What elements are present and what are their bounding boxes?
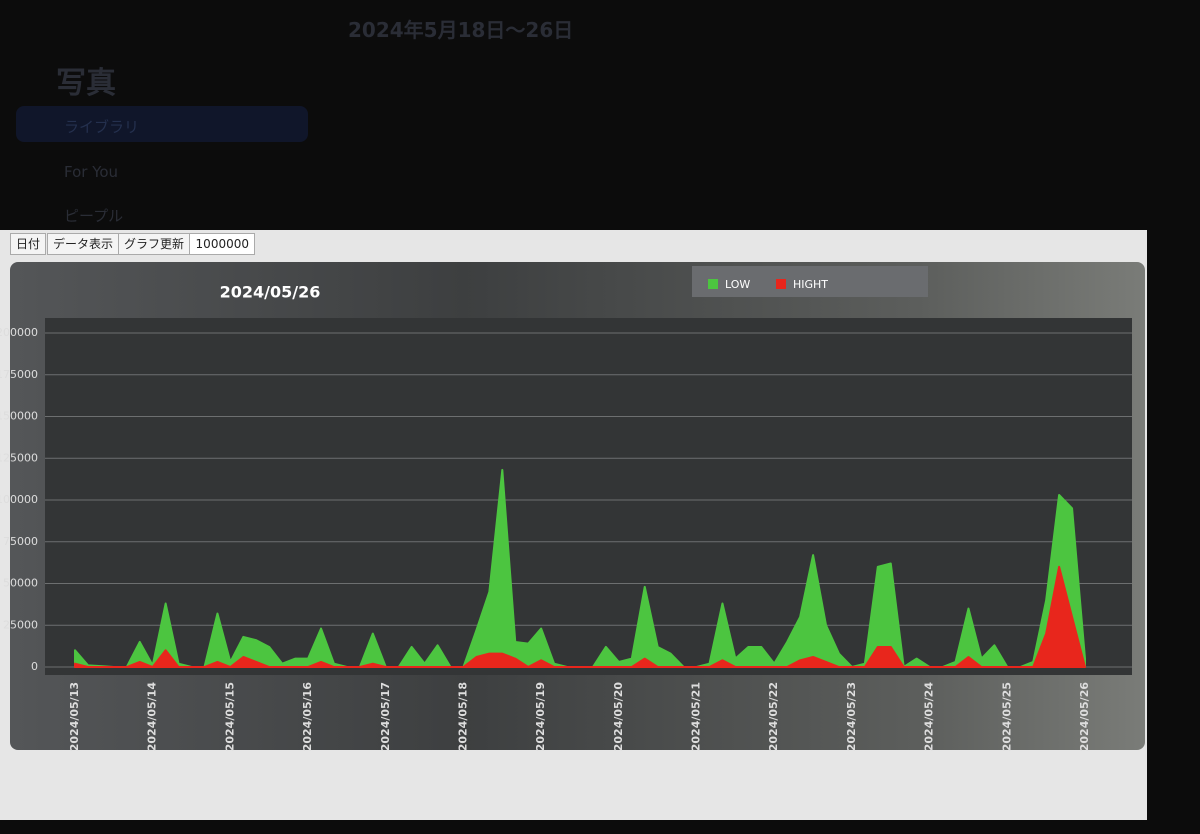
y-tick-label: 100000	[0, 493, 38, 506]
x-tick-label: 2024/05/22	[767, 682, 780, 751]
x-tick-label: 2024/05/16	[301, 682, 314, 752]
x-tick-label: 2024/05/20	[612, 682, 625, 752]
x-tick-label: 2024/05/18	[456, 682, 469, 751]
button[interactable]: データ表示	[47, 233, 120, 255]
y-tick-label: 50000	[3, 577, 38, 590]
y-tick-label: 175000	[0, 368, 38, 381]
sidebar-item[interactable]: ピープル	[64, 207, 124, 225]
button[interactable]: グラフ更新	[118, 233, 191, 255]
sidebar-item[interactable]: For You	[64, 163, 119, 181]
plot-area	[45, 318, 1132, 675]
sidebar-item[interactable]: ライブラリ	[64, 118, 140, 136]
x-tick-label: 2024/05/19	[534, 682, 547, 751]
x-tick-label: 2024/05/23	[845, 682, 858, 751]
button[interactable]: 日付	[10, 233, 47, 255]
x-tick-label: 2024/05/26	[1078, 682, 1091, 752]
legend-label: LOW	[725, 278, 750, 291]
sidebar-selection	[16, 106, 308, 142]
x-tick-label: 2024/05/24	[923, 682, 936, 752]
number-input[interactable]: 1000000	[189, 233, 255, 255]
x-tick-label: 2024/05/13	[68, 682, 81, 751]
legend-swatch	[708, 279, 718, 289]
y-tick-label: 25000	[3, 618, 38, 631]
app-title: 写真	[56, 66, 116, 101]
legend-label: HIGHT	[793, 278, 828, 291]
y-tick-label: 75000	[3, 535, 38, 548]
x-tick-label: 2024/05/17	[379, 682, 392, 751]
y-tick-label: 200000	[0, 326, 38, 339]
x-tick-label: 2024/05/14	[146, 682, 159, 752]
x-tick-label: 2024/05/15	[223, 682, 236, 751]
x-tick-label: 2024/05/21	[690, 682, 703, 751]
legend	[692, 266, 928, 297]
heading: 2024年5月18日～26日	[348, 18, 574, 42]
x-tick-label: 2024/05/25	[1000, 682, 1013, 751]
y-tick-label: 0	[31, 660, 38, 673]
area	[74, 565, 1086, 668]
y-tick-label: 150000	[0, 410, 38, 423]
y-tick-label: 125000	[0, 451, 38, 464]
chart-title: 2024/05/26	[220, 283, 321, 302]
legend-swatch	[776, 279, 786, 289]
area	[74, 468, 1086, 668]
